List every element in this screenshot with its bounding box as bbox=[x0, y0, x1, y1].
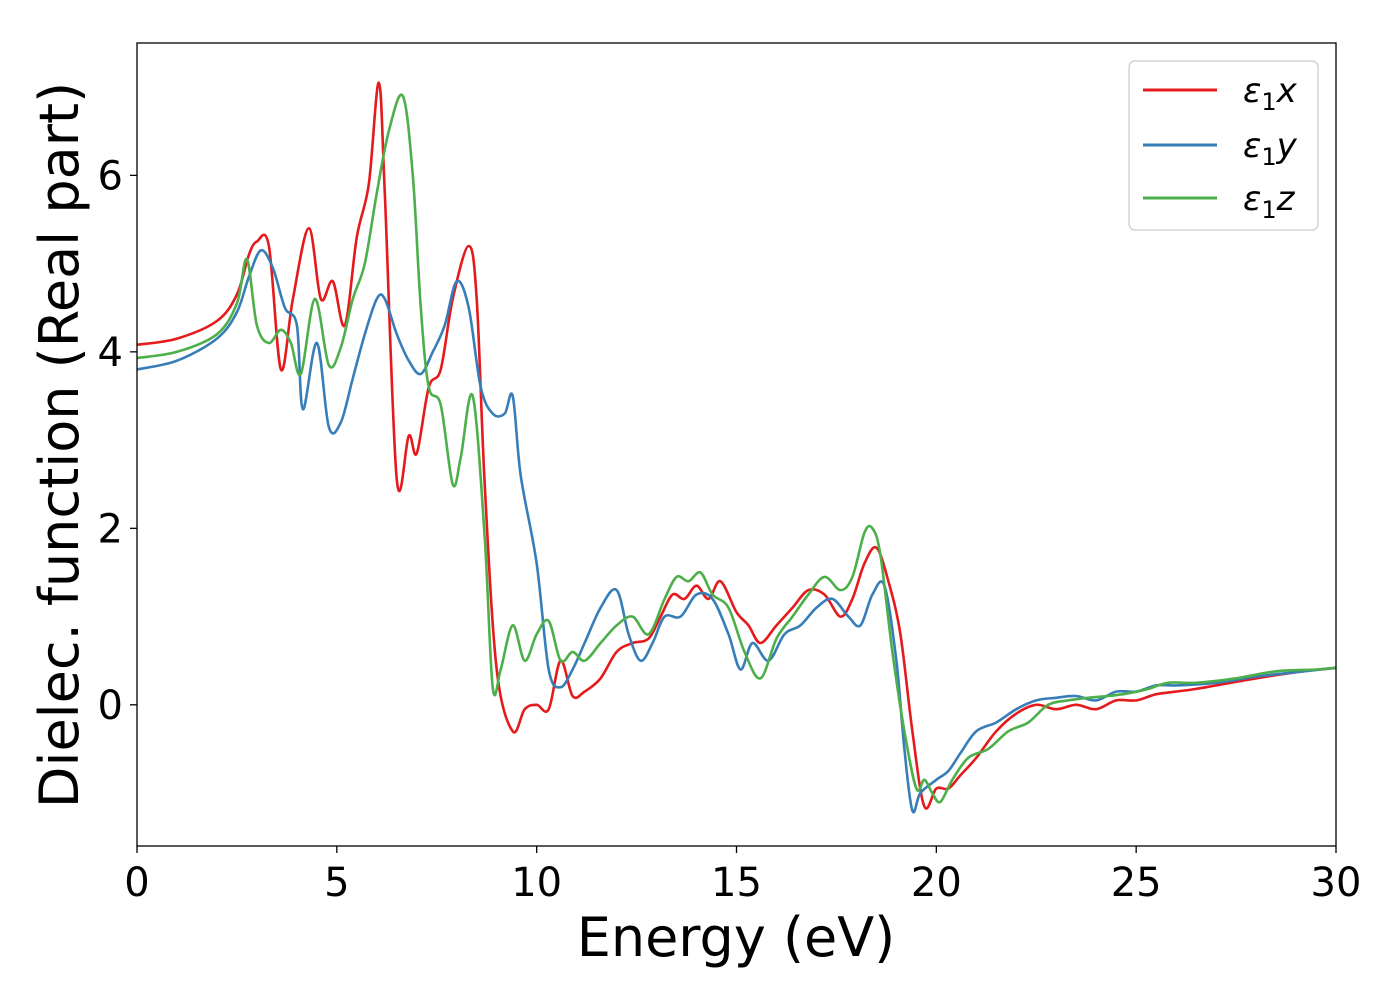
x-tick-label: 30 bbox=[1311, 860, 1362, 906]
y-tick-label: 0 bbox=[98, 683, 123, 729]
x-tick-label: 25 bbox=[1111, 860, 1162, 906]
x-tick-label: 10 bbox=[511, 860, 562, 906]
legend-box bbox=[1128, 60, 1319, 231]
x-tick-label: 15 bbox=[711, 860, 762, 906]
y-tick-label: 2 bbox=[98, 506, 123, 552]
x-tick-label: 5 bbox=[324, 860, 349, 906]
series-lines bbox=[136, 81, 1337, 814]
legend-entry-y: ε1y bbox=[1243, 126, 1298, 171]
x-tick-label: 0 bbox=[124, 860, 149, 906]
y-axis-ticks: 0 2 4 6 bbox=[98, 153, 137, 729]
series-line-x bbox=[136, 81, 1337, 810]
x-axis-ticks: 0 5 10 15 20 25 30 bbox=[124, 846, 1361, 906]
x-axis-label: Energy (eV) bbox=[577, 906, 896, 969]
legend: ε1x ε1y ε1z bbox=[1128, 60, 1319, 231]
x-tick-label: 20 bbox=[911, 860, 962, 906]
series-line-z bbox=[136, 93, 1337, 804]
y-tick-label: 4 bbox=[98, 330, 123, 376]
legend-entry-x: ε1x bbox=[1243, 71, 1298, 116]
series-line-y bbox=[136, 249, 1337, 814]
y-tick-label: 6 bbox=[98, 153, 123, 199]
y-axis-label: Dielec. function (Real part) bbox=[28, 82, 91, 808]
legend-entry-z: ε1z bbox=[1243, 179, 1296, 224]
